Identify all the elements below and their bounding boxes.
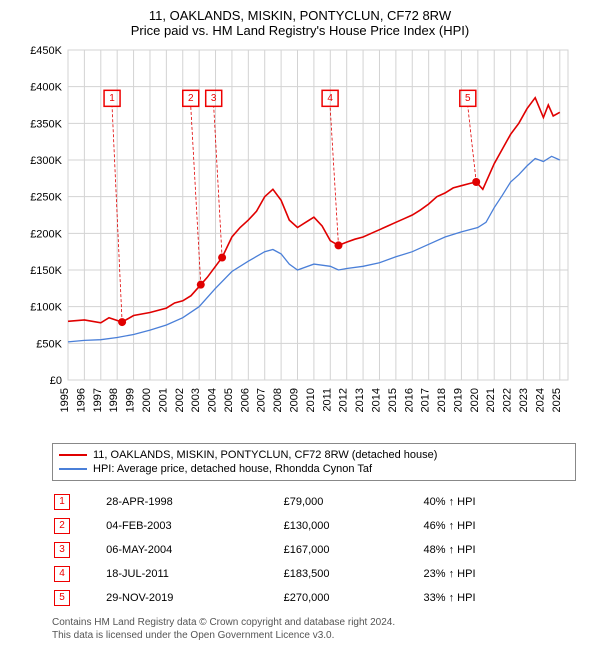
x-tick-label: 2021	[485, 388, 497, 412]
y-tick-label: £400K	[30, 82, 62, 94]
x-tick-label: 1999	[125, 388, 137, 412]
sale-marker-number: 4	[327, 93, 333, 104]
sale-pct-vs-hpi: 23% ↑ HPI	[424, 563, 574, 585]
sale-row-marker: 1	[54, 494, 70, 510]
sale-date: 06-MAY-2004	[106, 539, 282, 561]
x-tick-label: 2005	[223, 388, 235, 412]
y-tick-label: £300K	[30, 155, 62, 167]
x-tick-label: 2013	[354, 388, 366, 412]
x-tick-label: 2012	[338, 388, 350, 412]
x-tick-label: 1996	[75, 388, 87, 412]
x-tick-label: 2009	[289, 388, 301, 412]
x-tick-label: 2008	[272, 388, 284, 412]
legend-label: 11, OAKLANDS, MISKIN, PONTYCLUN, CF72 8R…	[93, 449, 437, 461]
x-tick-label: 1997	[92, 388, 104, 412]
sale-row: 2 04-FEB-2003£130,00046% ↑ HPI	[54, 515, 574, 537]
title-line2: Price paid vs. HM Land Registry's House …	[10, 23, 590, 38]
y-tick-label: £100K	[30, 302, 62, 314]
sale-row-marker: 3	[54, 542, 70, 558]
y-tick-label: £150K	[30, 265, 62, 277]
sale-row-marker: 2	[54, 518, 70, 534]
x-tick-label: 2003	[190, 388, 202, 412]
sale-price: £79,000	[284, 491, 422, 513]
sale-row: 1 28-APR-1998£79,00040% ↑ HPI	[54, 491, 574, 513]
x-tick-label: 2004	[207, 388, 219, 412]
sale-price: £167,000	[284, 539, 422, 561]
x-tick-label: 2000	[141, 388, 153, 412]
price-chart: £0 £50K £100K £150K £200K £250K £300K £350K £400…	[20, 42, 580, 437]
sales-table: 1 28-APR-1998£79,00040% ↑ HPI 2 04-FEB-2003…	[52, 489, 576, 611]
sale-row: 3 06-MAY-2004£167,00048% ↑ HPI	[54, 539, 574, 561]
footer-line2: This data is licensed under the Open Gov…	[52, 630, 576, 643]
sale-pct-vs-hpi: 48% ↑ HPI	[424, 539, 574, 561]
sale-price: £270,000	[284, 587, 422, 609]
title-line1: 11, OAKLANDS, MISKIN, PONTYCLUN, CF72 8R…	[10, 8, 590, 23]
sale-price: £183,500	[284, 563, 422, 585]
sale-date: 04-FEB-2003	[106, 515, 282, 537]
sale-price: £130,000	[284, 515, 422, 537]
x-tick-label: 2024	[534, 388, 546, 412]
x-tick-label: 2020	[469, 388, 481, 412]
sale-row: 4 18-JUL-2011£183,50023% ↑ HPI	[54, 563, 574, 585]
chart-title: 11, OAKLANDS, MISKIN, PONTYCLUN, CF72 8R…	[10, 8, 590, 38]
sale-date: 29-NOV-2019	[106, 587, 282, 609]
legend-item: HPI: Average price, detached house, Rhon…	[59, 462, 569, 476]
y-tick-label: £250K	[30, 192, 62, 204]
x-tick-label: 2015	[387, 388, 399, 412]
legend-item: 11, OAKLANDS, MISKIN, PONTYCLUN, CF72 8R…	[59, 448, 569, 462]
sale-row-marker: 4	[54, 566, 70, 582]
x-tick-label: 2002	[174, 388, 186, 412]
footer-line1: Contains HM Land Registry data © Crown c…	[52, 617, 576, 630]
x-tick-label: 2017	[420, 388, 432, 412]
x-tick-label: 2025	[551, 388, 563, 412]
sale-marker-number: 1	[109, 93, 115, 104]
sale-date: 18-JUL-2011	[106, 563, 282, 585]
legend-label: HPI: Average price, detached house, Rhon…	[93, 463, 372, 475]
x-tick-label: 2006	[239, 388, 251, 412]
sale-connector	[330, 106, 338, 245]
sale-pct-vs-hpi: 40% ↑ HPI	[424, 491, 574, 513]
y-tick-label: £350K	[30, 118, 62, 130]
x-tick-label: 2016	[403, 388, 415, 412]
x-tick-label: 2007	[256, 388, 268, 412]
x-tick-label: 2023	[518, 388, 530, 412]
sale-connector	[468, 106, 476, 182]
sale-row: 5 29-NOV-2019£270,00033% ↑ HPI	[54, 587, 574, 609]
sale-row-marker: 5	[54, 590, 70, 606]
x-tick-label: 2014	[370, 388, 382, 412]
x-tick-label: 1995	[59, 388, 71, 412]
y-tick-label: £200K	[30, 228, 62, 240]
footer: Contains HM Land Registry data © Crown c…	[52, 617, 576, 642]
sale-connector	[214, 106, 222, 257]
y-tick-label: £450K	[30, 45, 62, 57]
x-tick-label: 1998	[108, 388, 120, 412]
sale-marker-number: 2	[188, 93, 194, 104]
sale-marker-number: 5	[465, 93, 471, 104]
x-tick-label: 2019	[452, 388, 464, 412]
sale-marker-number: 3	[211, 93, 217, 104]
x-tick-label: 2022	[502, 388, 514, 412]
x-tick-label: 2018	[436, 388, 448, 412]
y-tick-label: £0	[50, 375, 62, 387]
legend: 11, OAKLANDS, MISKIN, PONTYCLUN, CF72 8R…	[52, 443, 576, 481]
sale-date: 28-APR-1998	[106, 491, 282, 513]
x-tick-label: 2010	[305, 388, 317, 412]
x-tick-label: 2011	[321, 388, 333, 412]
sale-pct-vs-hpi: 46% ↑ HPI	[424, 515, 574, 537]
legend-swatch	[59, 468, 87, 470]
y-tick-label: £50K	[36, 338, 62, 350]
x-tick-label: 2001	[157, 388, 169, 412]
legend-swatch	[59, 454, 87, 456]
sale-pct-vs-hpi: 33% ↑ HPI	[424, 587, 574, 609]
